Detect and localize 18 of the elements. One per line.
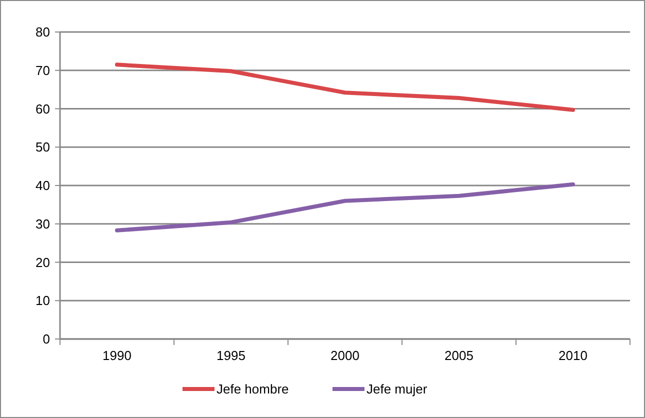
line-series [115,182,575,232]
x-tick-label: 1990 [102,348,132,363]
x-tick-label: 2000 [330,348,360,363]
y-tick-label: 10 [36,293,50,308]
legend-label: Jefe mujer [366,382,428,397]
line-series [115,62,575,112]
y-tick-label: 80 [36,24,50,40]
legend-label: Jefe hombre [216,382,289,397]
y-tick-label: 0 [42,332,50,347]
x-tick-label: 2005 [444,348,474,363]
x-tick-label: 2010 [558,348,588,363]
y-tick-label: 40 [36,178,50,194]
y-tick-label: 70 [36,62,50,78]
y-tick-label: 30 [36,216,50,232]
y-tick-label: 20 [36,254,50,270]
y-tick-label: 50 [36,140,50,155]
y-tick-label: 60 [36,101,50,116]
x-tick-label: 1995 [216,348,246,363]
